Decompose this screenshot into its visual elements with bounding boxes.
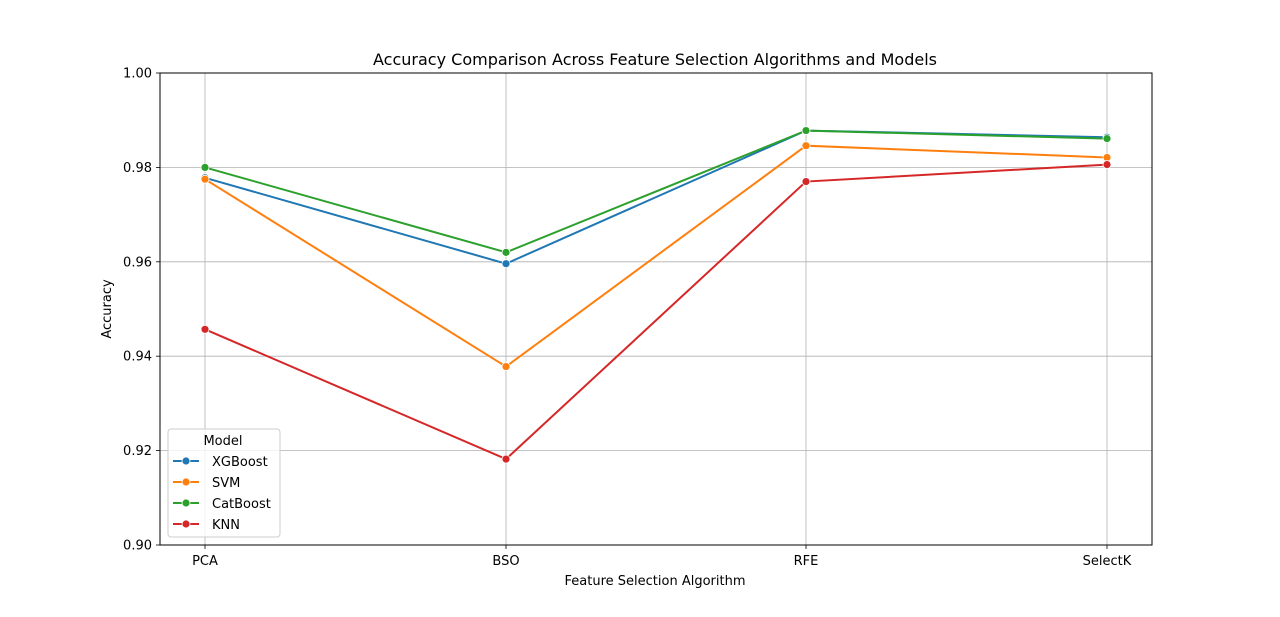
x-axis-label: Feature Selection Algorithm [565, 574, 746, 589]
series-catboost [200, 126, 1112, 257]
y-axis-label: Accuracy [100, 279, 115, 339]
legend-item-catboost[interactable]: CatBoost [173, 497, 271, 512]
series-line-xgboost [204, 129, 1108, 265]
legend-label: KNN [212, 518, 240, 533]
plot-frame [159, 72, 1153, 546]
data-point-svm [200, 174, 210, 184]
series-line-svm [204, 144, 1108, 368]
legend-swatch-marker [181, 498, 191, 508]
legend-item-svm[interactable]: SVM [173, 476, 240, 491]
data-point-svm [801, 141, 811, 151]
series-xgboost [200, 126, 1112, 269]
legend-label: CatBoost [212, 497, 271, 512]
x-tick-label: SelectK [1083, 554, 1132, 569]
data-point-knn [501, 454, 511, 464]
chart-title: Accuracy Comparison Across Feature Selec… [373, 50, 937, 69]
data-point-knn [1102, 160, 1112, 169]
x-tick-label: RFE [794, 554, 819, 569]
legend-title: Model [203, 434, 242, 449]
legend-swatch-marker [181, 456, 191, 466]
legend-box [167, 428, 281, 538]
series-knn [200, 160, 1112, 464]
data-point-svm [501, 362, 511, 371]
series-layer [200, 126, 1112, 464]
y-tick-label: 0.94 [123, 350, 152, 365]
x-axis-ticks: PCA BSO RFE SelectK [192, 545, 1132, 569]
series-svm [200, 141, 1112, 371]
legend-item-xgboost[interactable]: XGBoost [173, 455, 268, 470]
legend-swatch-marker [181, 519, 191, 529]
y-tick-label: 0.90 [123, 539, 152, 554]
data-point-catboost [1102, 134, 1112, 144]
y-tick-label: 0.92 [123, 444, 152, 459]
series-line-knn [204, 163, 1108, 461]
data-point-catboost [501, 247, 511, 257]
data-point-knn [801, 177, 811, 186]
y-axis-ticks: 0.90 0.92 0.94 0.96 0.98 1.00 [123, 67, 160, 554]
legend-item-knn[interactable]: KNN [173, 518, 240, 533]
legend[interactable]: Model XGBoost SVM CatBoost KNN [167, 428, 281, 538]
x-tick-label: PCA [192, 554, 218, 569]
legend-label: XGBoost [212, 455, 268, 470]
data-point-catboost [801, 126, 811, 135]
data-point-catboost [200, 162, 210, 172]
series-line-catboost [204, 129, 1108, 254]
legend-items: XGBoost SVM CatBoost KNN [173, 455, 271, 533]
legend-label: SVM [212, 476, 240, 491]
y-tick-label: 0.96 [123, 255, 152, 270]
y-tick-label: 1.00 [123, 67, 152, 82]
x-tick-label: BSO [492, 554, 519, 569]
data-point-knn [200, 324, 210, 334]
data-point-xgboost [501, 259, 511, 269]
y-tick-label: 0.98 [123, 161, 152, 176]
legend-swatch-marker [181, 477, 191, 487]
grid-lines [160, 72, 1152, 546]
